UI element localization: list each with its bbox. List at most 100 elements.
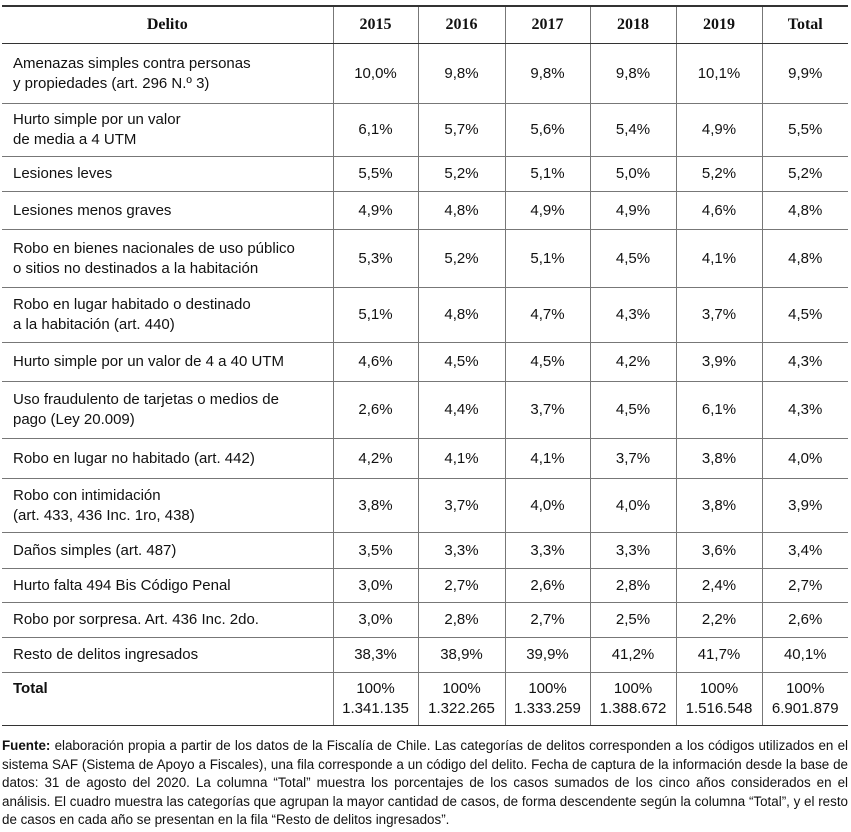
total-percent: 100%: [699, 680, 739, 697]
header-cell: Delito: [2, 5, 333, 44]
table-row: Robo en lugar no habitado (art. 442) 4,2%…: [2, 438, 848, 479]
total-count: 1.388.672: [599, 700, 667, 717]
total-cell: 100% 1.322.265: [417, 672, 505, 726]
value-cell: 4,2%: [332, 438, 418, 479]
crime-cell: Robo en lugar habitado o destinado a la h…: [2, 287, 333, 343]
table-row: Lesiones leves 5,5% 5,2% 5,1% 5,0% 5,2% 5,2%: [2, 156, 848, 192]
value-cell: 4,9%: [675, 103, 762, 157]
table-row: Hurto simple por un valor de media a 4 UT…: [2, 103, 848, 157]
crime-label-line: pago (Ley 20.009): [13, 411, 135, 428]
value-cell: 4,4%: [417, 381, 505, 439]
value-cell: 10,1%: [675, 43, 762, 104]
value-cell: 3,7%: [675, 287, 762, 343]
total-cell: 100% 1.516.548: [675, 672, 762, 726]
value-cell: 4,7%: [504, 287, 590, 343]
value-cell: 3,3%: [417, 532, 505, 569]
value-cell: 2,4%: [675, 568, 762, 603]
crime-label-line: Robo en lugar no habitado (art. 442): [13, 449, 255, 467]
table-row: Robo con intimidación (art. 433, 436 Inc.…: [2, 478, 848, 533]
crime-cell: Amenazas simples contra personas y propie…: [2, 43, 333, 104]
table-row: Uso fraudulento de tarjetas o medios de p…: [2, 381, 848, 439]
crime-label-line: Robo con intimidación: [13, 486, 161, 504]
value-cell: 5,2%: [417, 229, 505, 288]
value-cell: 9,8%: [589, 43, 676, 104]
crime-label-line: a la habitación (art. 440): [13, 316, 175, 333]
total-count: 6.901.879: [771, 700, 839, 717]
crime-cell: Daños simples (art. 487): [2, 532, 333, 569]
value-cell: 9,8%: [417, 43, 505, 104]
value-cell: 41,2%: [589, 637, 676, 673]
value-cell: 2,8%: [589, 568, 676, 603]
value-cell: 4,5%: [417, 342, 505, 382]
total-count: 1.333.259: [514, 700, 581, 717]
value-cell: 9,8%: [504, 43, 590, 104]
value-cell: 3,9%: [761, 478, 848, 533]
value-cell: 3,9%: [675, 342, 762, 382]
total-row: Total 100% 1.341.135 100% 1.322.265 100% 1.333…: [2, 672, 848, 726]
header-row: Delito 2015 2016 2017 2018 2019 Total: [2, 5, 848, 44]
value-cell: 3,4%: [761, 532, 848, 569]
total-percent: 100%: [786, 680, 825, 697]
value-cell: 4,8%: [761, 191, 848, 230]
value-cell: 3,8%: [332, 478, 418, 533]
source-label: Fuente:: [2, 738, 51, 753]
value-cell: 5,1%: [504, 156, 590, 192]
crime-cell: Uso fraudulento de tarjetas o medios de p…: [2, 381, 333, 439]
table-row: Robo por sorpresa. Art. 436 Inc. 2do. 3,0…: [2, 602, 848, 638]
value-cell: 4,3%: [761, 342, 848, 382]
value-cell: 5,5%: [332, 156, 418, 192]
crime-label-line: Hurto simple por un valor de 4 a 40 UTM: [13, 353, 284, 370]
value-cell: 4,3%: [589, 287, 676, 343]
source-text: elaboración propia a partir de los datos…: [2, 738, 848, 828]
value-cell: 40,1%: [761, 637, 848, 673]
value-cell: 38,9%: [417, 637, 505, 673]
value-cell: 2,7%: [417, 568, 505, 603]
value-cell: 3,7%: [417, 478, 505, 533]
crime-label-line: Robo en bienes nacionales de uso público: [13, 239, 295, 257]
crime-label-line: Uso fraudulento de tarjetas o medios de: [13, 391, 279, 408]
value-cell: 4,5%: [589, 229, 676, 288]
value-cell: 41,7%: [675, 637, 762, 673]
value-cell: 4,0%: [589, 478, 676, 533]
value-cell: 4,9%: [332, 191, 418, 230]
value-cell: 4,3%: [761, 381, 848, 439]
value-cell: 3,5%: [332, 532, 418, 569]
crime-label-line: Hurto simple por un valor: [13, 111, 181, 128]
crime-cell: Resto de delitos ingresados: [2, 637, 333, 673]
value-cell: 3,7%: [589, 438, 676, 479]
value-cell: 5,4%: [589, 103, 676, 157]
value-cell: 4,1%: [675, 229, 762, 288]
crime-label-line: Lesiones leves: [13, 165, 113, 182]
value-cell: 4,6%: [332, 342, 418, 382]
value-cell: 5,3%: [332, 229, 418, 288]
total-cell: 100% 6.901.879: [761, 672, 848, 726]
value-cell: 3,0%: [332, 568, 418, 603]
table-row: Robo en lugar habitado o destinado a la h…: [2, 287, 848, 343]
value-cell: 4,0%: [761, 438, 848, 479]
table-row: Hurto simple por un valor de 4 a 40 UTM 4…: [2, 342, 848, 382]
data-table: Delito 2015 2016 2017 2018 2019 Total Amenazas…: [2, 5, 848, 726]
value-cell: 3,3%: [589, 532, 676, 569]
value-cell: 5,1%: [504, 229, 590, 288]
crime-label-line: Robo en lugar habitado o destinado: [13, 296, 251, 313]
crime-label-line: Hurto falta 494 Bis Código Penal: [13, 576, 231, 594]
total-count: 1.341.135: [342, 700, 409, 717]
source-note: Fuente: elaboración propia a partir de l…: [2, 737, 848, 830]
value-cell: 4,1%: [504, 438, 590, 479]
crime-cell: Robo con intimidación (art. 433, 436 Inc.…: [2, 478, 333, 533]
value-cell: 5,2%: [675, 156, 762, 192]
value-cell: 5,2%: [417, 156, 505, 192]
total-percent: 100%: [613, 680, 653, 697]
value-cell: 2,6%: [504, 568, 590, 603]
crime-cell: Lesiones menos graves: [2, 191, 333, 230]
crime-cell: Hurto simple por un valor de media a 4 UT…: [2, 103, 333, 157]
value-cell: 2,2%: [675, 602, 762, 638]
total-label: Total: [2, 672, 333, 726]
total-cell: 100% 1.341.135: [332, 672, 418, 726]
value-cell: 5,1%: [332, 287, 418, 343]
crime-cell: Hurto simple por un valor de 4 a 40 UTM: [2, 342, 333, 382]
value-cell: 4,8%: [417, 191, 505, 230]
table-row: Resto de delitos ingresados 38,3% 38,9% 39,…: [2, 637, 848, 673]
crime-label-line: Amenazas simples contra personas: [13, 54, 251, 72]
header-cell: Total: [761, 5, 848, 44]
